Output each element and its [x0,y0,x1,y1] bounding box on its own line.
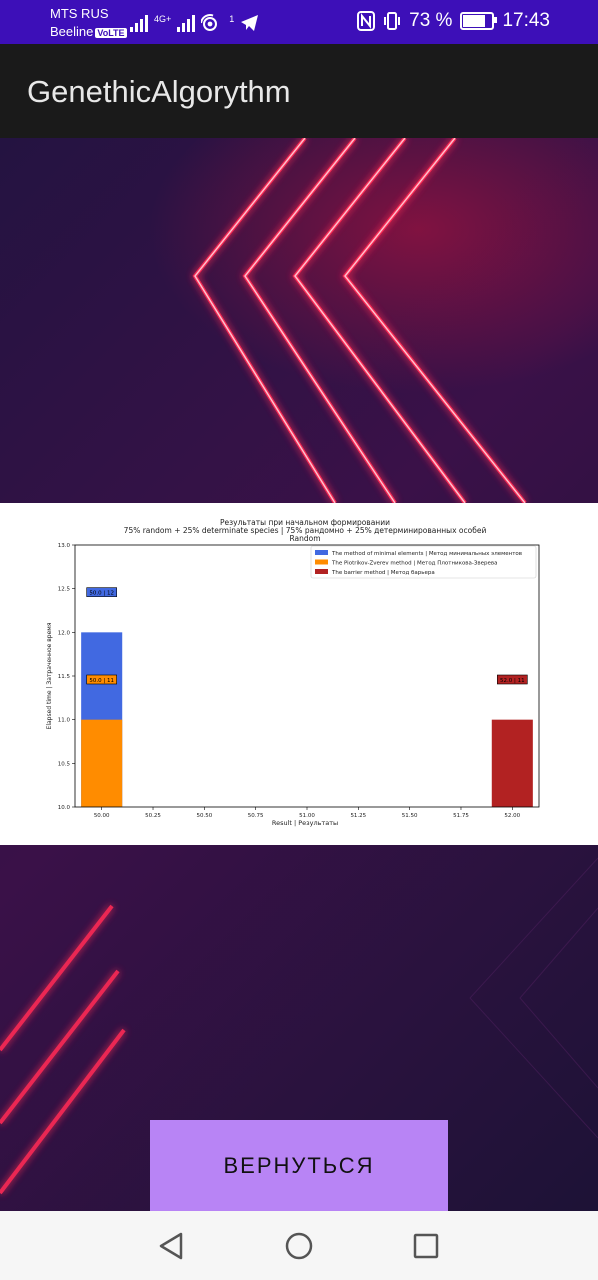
chart-title-line-3: Random [289,534,320,543]
signal-icon [177,15,196,32]
carrier-secondary-label: Beeline [50,24,94,39]
return-button[interactable]: ВЕРНУТЬСЯ [150,1120,448,1211]
x-tick-label: 50.50 [196,813,212,819]
clock: 17:43 [502,10,550,31]
y-tick-label: 12.0 [58,630,71,636]
app-bar: GenethicAlgorythm [0,44,598,138]
plot-frame [74,544,540,808]
chart-card: Результаты при начальном формировании 75… [0,503,598,845]
x-tick-label: 51.25 [350,813,366,819]
home-icon[interactable] [281,1228,317,1264]
data-label-2: 50.0 | 11 [89,678,114,684]
x-tick-label: 51.00 [299,813,315,819]
bar-series-2 [81,719,123,807]
x-axis-label: Result | Результаты [272,819,338,827]
legend-swatch-3 [315,569,328,574]
battery-icon [460,12,498,30]
signal-group: 4G+ 1 [130,12,260,32]
legend-swatch-2 [315,559,328,565]
battery-percent: 73 % [409,10,453,31]
x-tick-label: 51.50 [402,813,418,819]
x-tick-label: 50.00 [94,813,110,819]
y-axis-label: Elapsed time | Затраченное время [46,622,53,729]
legend-swatch-1 [315,550,328,555]
telegram-icon [241,15,259,31]
y-tick-label: 11.5 [58,674,71,680]
x-tick-label: 50.25 [145,813,161,819]
y-tick-label: 12.5 [58,587,71,593]
bar-series-3 [491,719,533,807]
carrier-secondary: Beeline VoLTE [50,24,127,39]
data-label-1: 50.0 | 12 [89,591,114,597]
y-tick-label: 13.0 [58,543,71,549]
recents-icon[interactable] [408,1228,444,1264]
y-tick-label: 10.0 [58,805,71,811]
legend-box [310,545,537,579]
legend-label-3: The barrier method | Метод барьера [331,570,435,576]
data-label-box-2 [86,674,117,685]
status-bar: MTS RUS Beeline VoLTE 4G+ 1 73 % 17:43 [0,0,598,44]
nfc-icon [357,11,376,31]
y-tick-label: 11.0 [58,718,71,724]
plot-area: 50.0 | 12 50.0 | 11 52.0 | 11 50.00 50.25 50.… [58,543,540,819]
carrier-primary: MTS RUS [50,6,109,21]
data-label-box-1 [86,587,117,597]
data-label-box-3 [497,674,528,685]
volte-badge: VoLTE [95,27,127,38]
back-icon[interactable] [153,1228,189,1264]
signal-icon [130,15,148,32]
data-label-3: 52.0 | 11 [500,678,525,684]
results-chart: Результаты при начальном формировании 75… [46,518,540,827]
chart-legend: The method of minimal elements | Метод м… [310,545,537,579]
notification-count: 1 [229,14,235,24]
neon-background-art [0,138,598,1195]
x-tick-label: 50.75 [248,813,264,819]
legend-label-1: The method of minimal elements | Метод м… [331,551,522,557]
navigation-bar [0,1211,598,1280]
network-type: 4G+ [154,14,172,24]
y-tick-label: 10.5 [58,761,71,767]
x-tick-label: 51.75 [453,813,469,819]
app-title: GenethicAlgorythm [27,74,291,109]
status-right: 73 % 17:43 [357,10,550,32]
wifi-icon [201,13,221,32]
x-tick-label: 52.00 [504,813,520,819]
vibrate-icon [384,12,401,30]
legend-label-2: The Piotrikov-Zverev method | Метод Плот… [331,561,498,567]
chart-title-line-1: Результаты при начальном формировании [220,518,390,527]
chart-title-line-2: 75% random + 25% determinate species | 7… [124,526,487,535]
